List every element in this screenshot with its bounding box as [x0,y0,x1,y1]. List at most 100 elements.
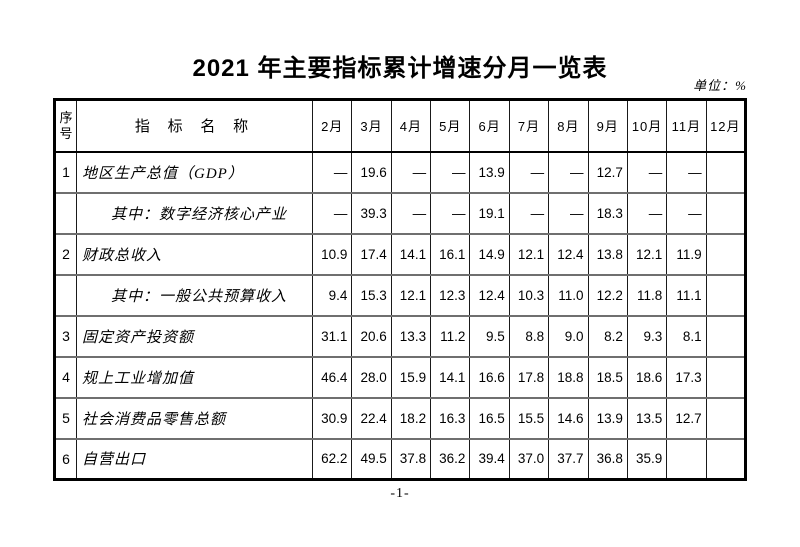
value-cell: 20.6 [351,314,392,357]
value-cell: 16.5 [469,396,510,439]
value-cell: 17.4 [351,232,392,275]
value-cell: 13.3 [390,314,431,357]
value-cell: 31.1 [311,314,352,357]
value-cell: 13.9 [469,150,510,193]
table-body: 1 地区生产总值（GDP） —19.6— —13.9— —12.7— — 其中：数字经济核心… [54,150,746,480]
value-cell: 28.0 [351,355,392,398]
table-row: 1 地区生产总值（GDP） —19.6— —13.9— —12.7— — [54,150,746,193]
header-row: 序号 指 标 名 称 2月 3月 4月 5月 6月 7月 8月 9月 10月 11月 12月 [54,99,746,153]
value-cell: 13.9 [587,396,628,439]
table-row: 4 规上工业增加值 46.4 28.0 15.9 14.1 16.6 17.8 18.8 18.5… [54,355,746,398]
unit-label: 单位：% [693,78,747,93]
value-cell: 15.3 [351,273,392,316]
value-cell: 37.8 [390,437,431,480]
indicator-name: 社会消费品零售总额 [76,396,313,439]
value-cell [705,314,746,357]
month-header: 9月 [587,99,628,153]
value-cell: — [626,150,667,193]
value-cell: 11.0 [548,273,589,316]
value-cell: 19.6 [351,150,392,193]
value-cell: 18.5 [587,355,628,398]
value-cell: 9.3 [626,314,667,357]
value-cell [705,396,746,439]
month-header: 2月 [311,99,352,153]
value-cell [705,150,746,193]
value-cell: 15.5 [508,396,549,439]
page-number: -1- [390,486,410,501]
value-cell: — [311,191,352,234]
value-cell: 12.7 [666,396,707,439]
value-cell [705,191,746,234]
value-cell: 19.1 [469,191,510,234]
value-cell: 12.3 [430,273,470,316]
value-cell: 17.8 [508,355,549,398]
value-cell: 11.8 [626,273,667,316]
value-cell: — [390,191,431,234]
value-cell: — [666,191,707,234]
value-cell [666,437,707,480]
indicator-name: 其中：一般公共预算收入 [76,273,313,316]
indicators-table: 序号 指 标 名 称 2月 3月 4月 5月 6月 7月 8月 9月 10月 11月 12月 1 地区… [53,98,747,481]
value-cell: 9.0 [548,314,589,357]
value-cell: 12.4 [548,232,589,275]
value-cell: 11.2 [430,314,470,357]
value-cell: 35.9 [626,437,667,480]
table-row: 其中：数字经济核心产业 —39.3— —19.1— —18.3— — [54,191,746,234]
value-cell: — [311,150,352,193]
month-header: 3月 [351,99,392,153]
value-cell: — [390,150,431,193]
value-cell: 11.1 [666,273,707,316]
value-cell: 37.7 [548,437,589,480]
indicator-name: 其中：数字经济核心产业 [76,191,313,234]
value-cell: 12.7 [587,150,628,193]
value-cell: 11.9 [666,232,707,275]
value-cell: 14.9 [469,232,510,275]
value-cell [705,437,746,480]
value-cell: 8.1 [666,314,707,357]
value-cell: 13.8 [587,232,628,275]
table-row: 5 社会消费品零售总额 30.9 22.4 18.2 16.3 16.5 15.5 14.6 13… [54,396,746,439]
indicator-name: 固定资产投资额 [76,314,313,357]
indicator-column-header: 指 标 名 称 [76,99,313,153]
month-header: 5月 [430,99,470,153]
value-cell: 12.1 [626,232,667,275]
value-cell: — [430,191,470,234]
value-cell: 14.1 [430,355,470,398]
value-cell: 14.6 [548,396,589,439]
value-cell: 16.3 [430,396,470,439]
indicator-name: 规上工业增加值 [76,355,313,398]
value-cell: 46.4 [311,355,352,398]
value-cell: 18.8 [548,355,589,398]
serial-column-header: 序号 [54,99,77,153]
month-header: 12月 [705,99,746,153]
table-row: 6 自营出口 62.2 49.5 37.8 36.2 39.4 37.0 37.7 36.8 35.… [54,437,746,480]
value-cell: 18.6 [626,355,667,398]
indicator-name: 自营出口 [76,437,313,480]
value-cell: 39.3 [351,191,392,234]
row-serial: 3 [54,314,77,357]
value-cell: — [508,150,549,193]
page-title: 2021 年主要指标累计增速分月一览表 [192,55,608,82]
row-serial: 5 [54,396,77,439]
value-cell: 49.5 [351,437,392,480]
value-cell: — [626,191,667,234]
value-cell: 14.1 [390,232,431,275]
value-cell: — [548,191,589,234]
month-header: 8月 [548,99,589,153]
indicator-name: 地区生产总值（GDP） [76,150,313,193]
value-cell: 8.2 [587,314,628,357]
value-cell: 16.6 [469,355,510,398]
value-cell: 10.9 [311,232,352,275]
row-serial: 2 [54,232,77,275]
value-cell: 8.8 [508,314,549,357]
row-serial: 6 [54,437,77,480]
value-cell [705,355,746,398]
row-serial: 1 [54,150,77,193]
value-cell: 30.9 [311,396,352,439]
value-cell: 36.8 [587,437,628,480]
value-cell: — [430,150,470,193]
value-cell: 37.0 [508,437,549,480]
value-cell: 39.4 [469,437,510,480]
value-cell: 13.5 [626,396,667,439]
value-cell: 16.1 [430,232,470,275]
